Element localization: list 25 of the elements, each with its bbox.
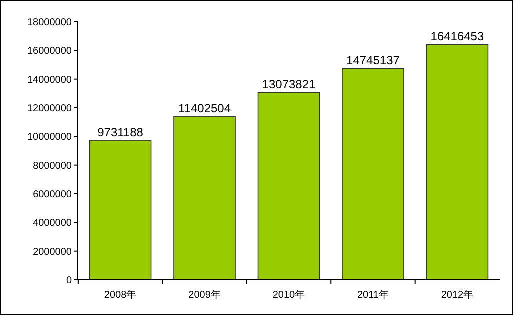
y-tick-label: 14000000	[28, 74, 72, 86]
data-label: 16416453	[430, 30, 484, 44]
y-tick-label: 18000000	[28, 18, 72, 28]
bar	[342, 68, 404, 280]
bar	[426, 44, 489, 280]
y-tick-label: 12000000	[28, 104, 72, 114]
bar	[89, 140, 152, 280]
data-label: 13073821	[262, 78, 316, 92]
x-tick-label: 2012年	[441, 289, 474, 301]
y-tick-label: 4000000	[33, 218, 72, 230]
bar	[174, 116, 236, 280]
y-tick-label: 2000000	[33, 246, 72, 258]
y-tick-label: 10000000	[28, 132, 72, 144]
y-tick-label: 6000000	[33, 190, 72, 200]
y-tick-label: 0	[66, 276, 72, 286]
y-tick-label: 8000000	[33, 160, 72, 172]
bar	[258, 92, 320, 280]
x-tick-label: 2009年	[188, 289, 221, 301]
x-tick-label: 2011年	[357, 289, 389, 301]
y-tick-label: 16000000	[28, 46, 72, 58]
data-label: 14745137	[346, 54, 400, 68]
x-tick-label: 2008年	[104, 289, 137, 301]
x-tick-label: 2010年	[272, 289, 306, 301]
data-label: 11402504	[178, 102, 232, 116]
data-label: 9731188	[98, 126, 144, 140]
